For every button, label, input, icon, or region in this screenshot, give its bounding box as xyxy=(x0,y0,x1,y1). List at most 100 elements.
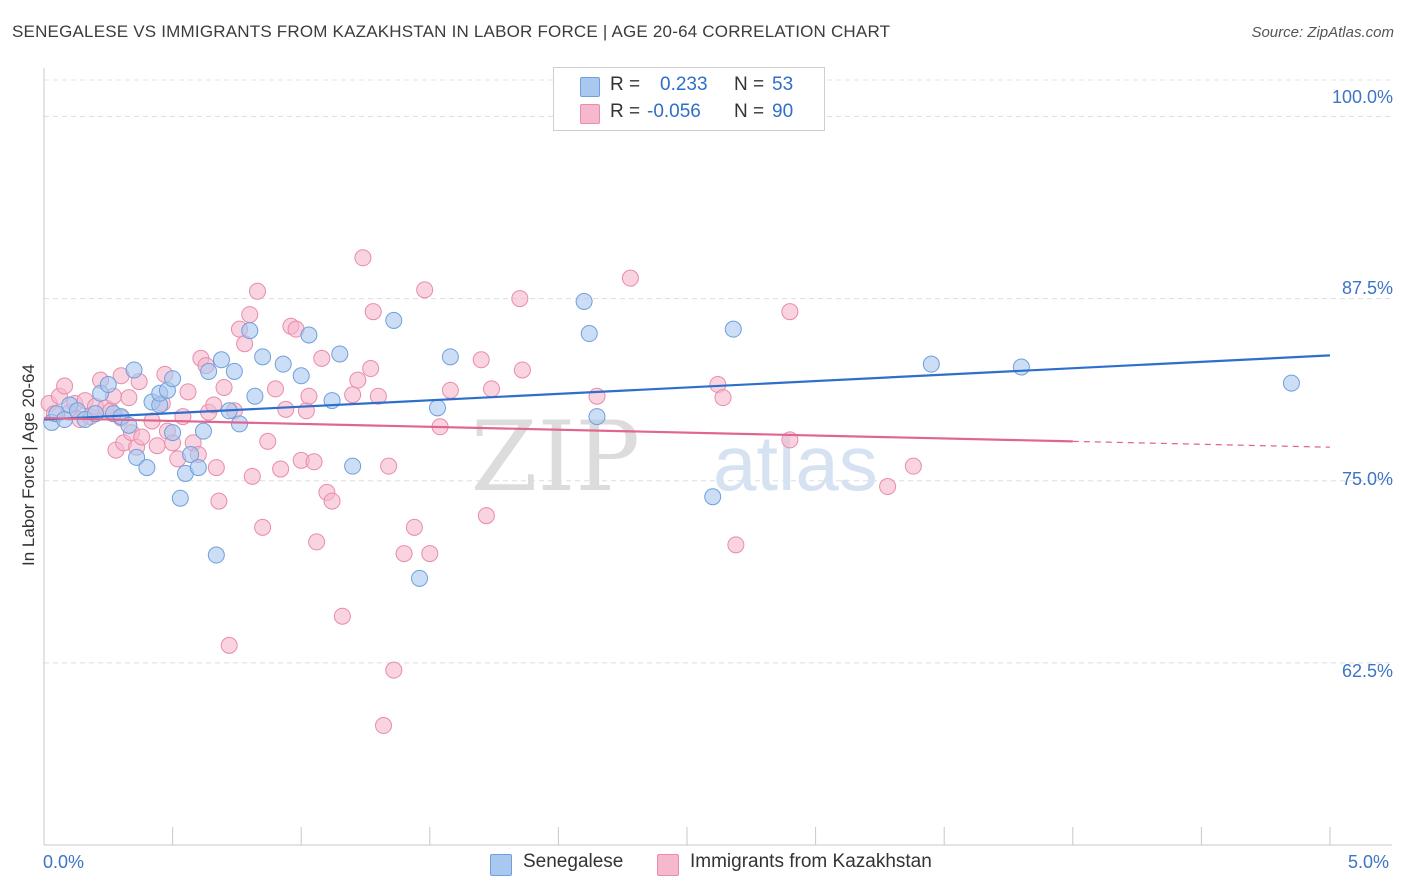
n-value: 53 xyxy=(772,74,794,95)
data-point xyxy=(243,467,261,485)
legend-swatch xyxy=(490,854,512,876)
data-point xyxy=(354,249,372,267)
data-point xyxy=(207,459,225,477)
data-point xyxy=(246,387,264,405)
data-point xyxy=(714,389,732,407)
data-point xyxy=(220,636,238,654)
data-point xyxy=(364,303,382,321)
y-axis-label: In Labor Force | Age 20-64 xyxy=(19,364,38,566)
data-point xyxy=(724,320,742,338)
data-point xyxy=(138,459,156,477)
source-note: Source: ZipAtlas.com xyxy=(1251,24,1394,41)
data-point xyxy=(120,389,138,407)
n-label: N = xyxy=(734,101,765,122)
trend-line-kazakhstan xyxy=(43,416,1073,443)
trend-lines xyxy=(43,354,1331,448)
data-point xyxy=(56,377,74,395)
data-point xyxy=(120,416,138,434)
y-tick-label: 87.5% xyxy=(1341,278,1393,298)
data-point xyxy=(588,408,606,426)
x-tick-label: 0.0% xyxy=(43,852,85,872)
data-point xyxy=(429,399,447,417)
data-point xyxy=(99,376,117,394)
data-point xyxy=(362,360,380,378)
data-point xyxy=(207,546,225,564)
data-point xyxy=(704,488,722,506)
data-point xyxy=(580,325,598,343)
y-tick-label: 100.0% xyxy=(1331,87,1393,107)
data-point xyxy=(241,306,259,324)
chart-title: SENEGALESE VS IMMIGRANTS FROM KAZAKHSTAN… xyxy=(12,22,891,41)
y-tick-label: 75.0% xyxy=(1341,469,1393,489)
r-label: R = xyxy=(610,101,641,122)
series-senegalese xyxy=(43,292,1300,587)
data-point xyxy=(369,387,387,405)
data-point xyxy=(323,492,341,510)
watermark-atlas: atlas xyxy=(713,419,878,507)
data-point xyxy=(344,457,362,475)
data-point xyxy=(483,380,501,398)
data-point xyxy=(274,355,292,373)
data-point xyxy=(259,432,277,450)
data-point xyxy=(511,290,529,308)
data-point xyxy=(922,355,940,373)
legend-swatch xyxy=(657,854,679,876)
y-tick-label: 62.5% xyxy=(1341,661,1393,681)
data-point xyxy=(349,371,367,389)
data-point xyxy=(344,386,362,404)
legend-label: Senegalese xyxy=(523,851,624,872)
trend-line-senegalese xyxy=(43,354,1331,421)
data-point xyxy=(333,607,351,625)
n-label: N = xyxy=(734,74,765,95)
data-point xyxy=(405,518,423,536)
data-point xyxy=(292,367,310,385)
data-point xyxy=(266,380,284,398)
data-point xyxy=(879,478,897,496)
data-point xyxy=(621,269,639,287)
data-point xyxy=(254,348,272,366)
trend-line-kazakhstan-extrapolated xyxy=(1072,440,1331,448)
data-point xyxy=(513,361,531,379)
data-point xyxy=(395,545,413,563)
data-point xyxy=(385,661,403,679)
data-point xyxy=(331,345,349,363)
data-point xyxy=(1012,358,1030,376)
data-point xyxy=(171,489,189,507)
data-point xyxy=(416,281,434,299)
r-value: 0.233 xyxy=(660,74,708,95)
data-point xyxy=(212,351,230,369)
data-point xyxy=(225,362,243,380)
data-point xyxy=(210,492,228,510)
data-point xyxy=(441,348,459,366)
data-point xyxy=(179,383,197,401)
watermark-zip: ZIP xyxy=(471,401,640,513)
data-point xyxy=(300,326,318,344)
legend-row-senegalese: R = 0.233 N = 53 xyxy=(554,74,824,100)
data-point xyxy=(194,422,212,440)
data-point xyxy=(421,545,439,563)
legend-swatch xyxy=(580,77,600,97)
gridlines xyxy=(44,79,1392,664)
watermark: ZIP atlas xyxy=(471,401,878,513)
data-point xyxy=(904,457,922,475)
data-point xyxy=(727,536,745,554)
data-point xyxy=(272,460,290,478)
data-point xyxy=(248,282,266,300)
data-point xyxy=(305,453,323,471)
data-point xyxy=(411,569,429,587)
data-point xyxy=(164,370,182,388)
data-point xyxy=(215,378,233,396)
data-point xyxy=(128,448,146,466)
data-point xyxy=(189,459,207,477)
data-point xyxy=(148,437,166,455)
data-point xyxy=(441,381,459,399)
x-tick-label: 5.0% xyxy=(1348,852,1390,872)
data-point xyxy=(200,362,218,380)
data-point xyxy=(254,518,272,536)
n-value: 90 xyxy=(772,101,794,122)
legend-row-kazakhstan: R = -0.056 N = 90 xyxy=(554,101,824,127)
legend: R = 0.233 N = 53 R = -0.056 N = 90 xyxy=(553,67,825,131)
data-point xyxy=(575,292,593,310)
axes xyxy=(43,68,1392,846)
data-point xyxy=(164,424,182,442)
